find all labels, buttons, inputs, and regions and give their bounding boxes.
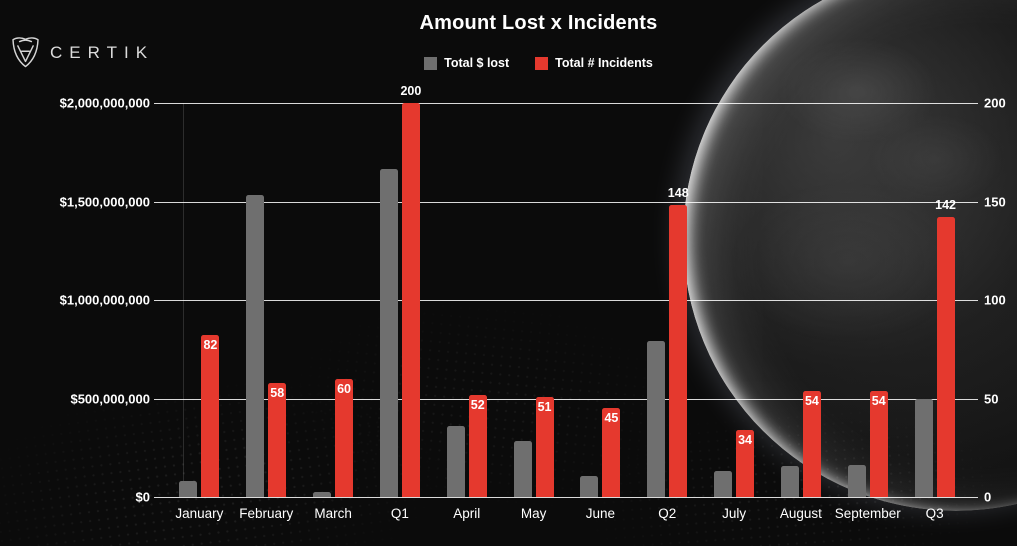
x-axis-label-q2: Q2 [658,506,677,521]
gridline [154,398,978,400]
bar-value-label-march: 60 [337,381,352,396]
category-group-june: 45 [567,103,634,497]
legend-item-total-incidents: Total # Incidents [535,56,653,70]
bar-total-lost-february [246,194,265,497]
x-axis-label-june: June [585,506,616,521]
y-axis-right: 200 150 100 50 0 [984,96,1017,505]
bar-value-label-february: 58 [270,385,285,400]
legend-item-total-lost: Total $ lost [424,56,509,70]
bar-total-lost-august [780,466,799,497]
bar-total-incidents-q3: 142 [935,198,956,497]
bar-total-lost-september [847,464,866,497]
bar-total-lost-march [313,492,332,497]
x-axis-label-april: April [453,506,481,521]
y-axis-tick-label-left: $0 [135,489,150,505]
bar-value-label-may: 51 [537,399,552,414]
bar-value-label-q3: 142 [935,198,956,213]
x-axis-labels: January February March Q1 April May June Q2 July… [166,504,968,528]
y-axis-tick-label-left: $1,000,000,000 [59,292,150,308]
gridline [154,103,978,104]
certik-logo: CERTIK [10,34,154,71]
legend-label-total-lost: Total $ lost [444,56,510,70]
y-axis-tick-label-right: 200 [984,95,1006,111]
bar-total-lost-q3 [914,398,933,497]
bar-total-incidents-february: 58 [268,382,287,497]
x-axis-label-march: March [314,506,352,521]
bar-value-label-january: 82 [203,338,218,353]
bar-value-label-june: 45 [604,411,619,426]
bar-value-label-q2: 148 [667,186,689,201]
category-group-april: 52 [433,103,500,497]
gridline [154,300,978,301]
category-group-january: 82 [166,103,233,497]
category-group-may: 51 [500,103,567,497]
x-axis-label-september: September [834,506,901,521]
category-group-september: 54 [834,103,901,497]
bar-total-incidents-q2: 148 [668,186,689,497]
bar-total-incidents-q1: 200 [400,84,421,497]
bar-value-label-september: 54 [871,393,886,408]
gridline [154,497,978,498]
chart-legend: Total $ lost Total # Incidents [60,56,1017,70]
category-group-august: 54 [768,103,835,497]
bar-total-lost-january [179,481,198,497]
bar-value-label-april: 52 [470,397,485,412]
x-axis-label-q3: Q3 [925,506,944,521]
y-axis-tick-label-right: 50 [984,391,999,406]
gridline [154,201,978,203]
category-group-q1: 200 [367,84,434,497]
bar-total-incidents-august: 54 [802,390,821,497]
bar-total-incidents-september: 54 [869,390,888,497]
y-axis-tick-label-right: 0 [984,489,992,505]
y-axis-line [183,103,184,497]
category-group-march: 60 [300,103,367,497]
bar-total-incidents-may: 51 [535,396,554,497]
y-axis-tick-label-left: $2,000,000,000 [59,95,150,111]
certik-shield-icon [12,37,39,68]
brand-name: CERTIK [50,42,155,62]
category-group-february: 58 [233,103,300,497]
category-group-q2: 148 [634,103,701,497]
bar-total-incidents-march: 60 [335,378,354,497]
y-axis-tick-label-right: 100 [984,292,1006,308]
category-group-q3: 142 [901,103,968,497]
bar-value-label-august: 54 [804,393,819,408]
chart-plot-area: 82 58 60 200 52 51 45 148 34 54 54 142 [166,84,968,497]
y-axis-tick-label-left: $1,500,000,000 [59,194,150,209]
bar-total-lost-may [513,440,532,497]
category-group-july: 34 [701,103,768,497]
x-axis-label-january: January [175,506,224,521]
y-axis-tick-label-right: 150 [984,194,1006,209]
legend-swatch-total-lost [424,56,438,70]
bar-total-incidents-july: 34 [736,430,755,497]
legend-swatch-total-incidents [535,56,549,70]
bar-value-label-july: 34 [738,433,753,448]
bar-total-incidents-june: 45 [602,408,621,497]
y-axis-left: $2,000,000,000 $1,500,000,000 $1,000,000,0… [0,96,150,505]
bar-value-label-q1: 200 [400,84,422,98]
bar-total-lost-q1 [379,169,398,497]
bar-total-lost-q2 [647,341,666,497]
bar-total-incidents-april: 52 [468,394,487,497]
legend-label-total-incidents: Total # Incidents [555,56,653,70]
bar-total-lost-july [714,471,733,497]
x-axis-label-q1: Q1 [390,506,409,521]
y-axis-tick-label-left: $500,000,000 [70,391,150,406]
chart-gridlines [154,103,978,498]
chart-title: Amount Lost x Incidents [419,12,658,34]
bar-total-lost-april [446,426,465,497]
x-axis-label-july: July [722,506,747,521]
x-axis-label-february: February [239,506,294,521]
bar-total-incidents-january: 82 [201,335,220,497]
bar-total-lost-june [580,476,599,497]
x-axis-label-august: August [779,506,822,521]
x-axis-label-may: May [520,506,547,521]
